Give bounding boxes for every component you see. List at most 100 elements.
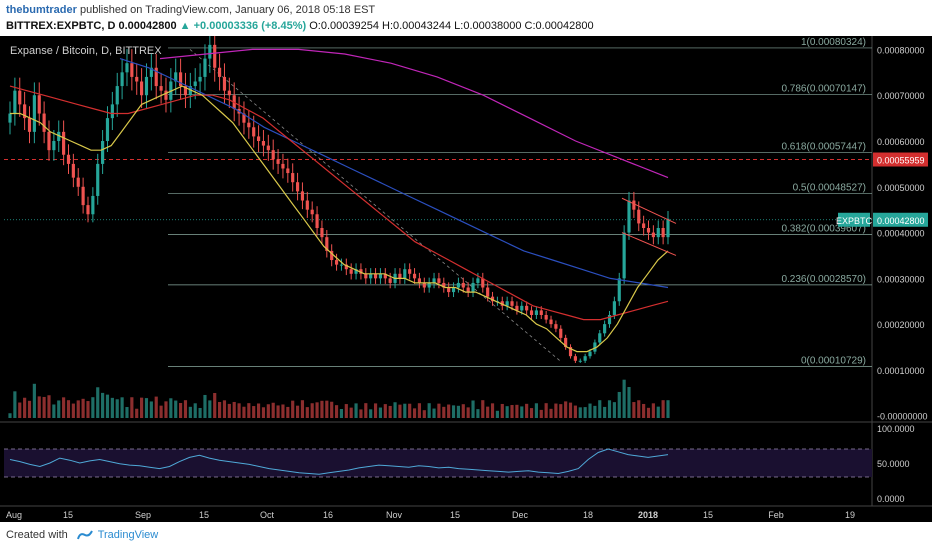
candle: [310, 209, 314, 215]
candle: [437, 278, 441, 283]
rsi-tick-label: 50.0000: [877, 459, 910, 469]
candle: [427, 282, 431, 288]
candle: [8, 113, 12, 123]
candle: [120, 72, 124, 87]
candle: [305, 200, 309, 210]
candle: [154, 67, 158, 87]
fib-label: 0.786(0.00070147): [781, 84, 866, 95]
candle: [140, 81, 144, 96]
volume-bar: [57, 400, 61, 418]
volume-bar: [637, 400, 641, 418]
volume-bar: [403, 403, 407, 418]
candle: [471, 282, 475, 293]
volume-bar: [281, 404, 285, 418]
volume-bar: [554, 403, 558, 418]
candle: [66, 154, 71, 164]
volume-bar: [651, 403, 655, 418]
volume-bar: [140, 397, 144, 418]
candle: [520, 305, 524, 311]
volume-bar: [169, 398, 173, 418]
volume-bar: [237, 403, 241, 418]
volume-bar: [247, 403, 251, 418]
volume-bar: [183, 400, 188, 418]
candle: [330, 250, 334, 261]
volume-bar: [476, 409, 480, 418]
candle: [218, 67, 222, 77]
volume-bar: [203, 394, 207, 418]
volume-bar: [588, 403, 592, 418]
volume-bar: [510, 405, 514, 418]
volume-bar: [564, 401, 568, 418]
candle: [388, 278, 392, 283]
candle: [281, 163, 285, 169]
volume-bar: [256, 403, 261, 418]
candle: [637, 209, 641, 224]
volume-bar: [515, 404, 519, 418]
volume-bar: [227, 403, 231, 418]
volume-bar: [364, 403, 368, 418]
candle: [564, 337, 568, 348]
candle: [261, 141, 266, 146]
candle: [505, 301, 509, 306]
volume-bar: [62, 397, 66, 418]
volume-bar: [154, 396, 158, 418]
candle: [378, 273, 383, 279]
volume-bar: [193, 403, 197, 418]
candle: [105, 118, 110, 142]
candle: [315, 214, 319, 228]
chart-area[interactable]: Expanse / Bitcoin, D, BITTREX 0.00080000 0…: [0, 30, 932, 522]
candle: [598, 333, 602, 343]
y-tick-label: 0.00020000: [877, 320, 925, 330]
candle: [442, 282, 446, 288]
candle: [71, 163, 75, 178]
publish-header: thebumtrader published on TradingView.co…: [0, 0, 932, 36]
candle: [13, 90, 17, 114]
candle: [76, 177, 80, 187]
volume-bar: [593, 405, 597, 418]
x-tick-label: Aug: [6, 510, 22, 520]
volume-bar: [42, 396, 46, 418]
rsi-tick-label: 0.0000: [877, 494, 905, 504]
volume-bar: [539, 409, 543, 418]
volume-bar: [18, 402, 22, 418]
candle: [403, 269, 407, 279]
candle: [96, 163, 100, 196]
candle: [383, 273, 387, 279]
volume-bar: [76, 400, 80, 418]
volume-bar: [393, 402, 397, 418]
x-tick-label: 15: [199, 510, 209, 520]
ohlc-values: O:0.00039254 H:0.00043244 L:0.00038000 C…: [309, 20, 594, 32]
candle: [291, 173, 295, 183]
volume-bar: [47, 395, 51, 418]
volume-bar: [266, 404, 270, 418]
y-tick-label: 0.00010000: [877, 366, 925, 376]
candle: [408, 269, 412, 274]
price-chart[interactable]: Expanse / Bitcoin, D, BITTREX 0.00080000 0…: [0, 30, 932, 522]
candle: [661, 228, 665, 238]
volume-bar: [334, 405, 339, 418]
sma-magenta-line: [159, 48, 669, 179]
fib-label: 1(0.00080324): [801, 37, 866, 48]
volume-bar: [286, 406, 290, 418]
candle: [227, 90, 231, 96]
volume-bar: [261, 407, 266, 418]
volume-bar: [71, 403, 75, 418]
volume-bar: [481, 400, 485, 418]
author-link[interactable]: thebumtrader: [6, 4, 77, 16]
candle: [554, 324, 558, 329]
red-line-label: 0.00055959: [877, 156, 925, 166]
volume-bar: [388, 405, 392, 418]
volume-bar: [32, 383, 36, 418]
volume-bar: [495, 410, 499, 418]
volume-bar: [359, 409, 363, 418]
sma-blue-line: [119, 58, 669, 289]
candle: [86, 205, 90, 215]
volume-bar: [529, 408, 534, 418]
candle: [364, 273, 368, 279]
fib-label: 0.618(0.00057447): [781, 142, 866, 153]
channel-lower: [621, 232, 677, 256]
tradingview-brand[interactable]: TradingView: [97, 529, 159, 541]
volume-bar: [232, 401, 236, 418]
candle: [300, 191, 305, 201]
created-with-text: Created with: [6, 529, 68, 541]
